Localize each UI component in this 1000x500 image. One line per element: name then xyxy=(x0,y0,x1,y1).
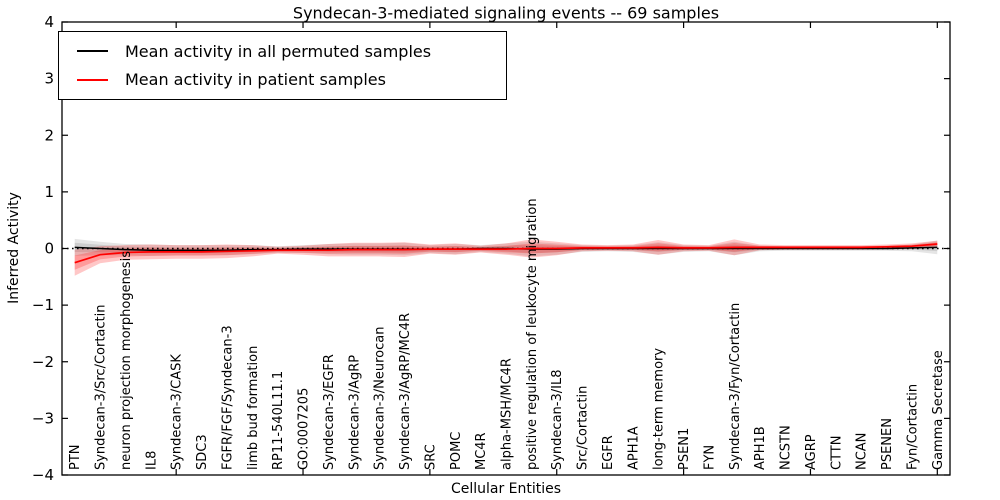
x-tick-label: IL8 xyxy=(144,451,159,470)
y-tick-label: −3 xyxy=(32,409,54,427)
x-tick-label: GO:0007205 xyxy=(297,388,312,470)
x-tick-label: Fyn/Cortactin xyxy=(905,384,920,470)
confidence-band-patient-outer xyxy=(74,239,938,276)
x-tick-label: Syndecan-3/EGFR xyxy=(322,354,337,470)
x-tick-label: Gamma Secretase xyxy=(931,350,946,470)
x-tick-label: PSENEN xyxy=(880,418,895,470)
y-tick-label: 4 xyxy=(44,13,54,31)
legend-item-permuted: Mean activity in all permuted samples xyxy=(59,37,506,65)
y-tick-label: 2 xyxy=(44,126,54,144)
x-tick-label: EGFR xyxy=(601,435,616,470)
legend-line-sample-patient xyxy=(77,78,108,81)
x-tick-label: APH1B xyxy=(753,426,768,470)
x-tick-label: long-term memory xyxy=(652,348,667,470)
x-tick-label: POMC xyxy=(449,432,464,470)
legend-line-sample-permuted xyxy=(77,50,108,53)
x-axis-label: Cellular Entities xyxy=(450,481,562,497)
x-tick-label: Syndecan-3/Src/Cortactin xyxy=(94,304,109,470)
x-tick-label: neuron projection morphogenesis xyxy=(119,251,134,470)
y-tick-label: 0 xyxy=(44,240,54,258)
series-line-patient xyxy=(74,243,938,264)
legend-item-patient: Mean activity in patient samples xyxy=(59,66,506,94)
x-tick-label: Syndecan-3/AgRP xyxy=(347,355,362,470)
x-tick-label: NCAN xyxy=(855,433,870,470)
x-tick-label: AGRP xyxy=(804,434,819,470)
x-tick-label: Syndecan-3/AgRP/MC4R xyxy=(398,313,413,470)
x-tick-label: FYN xyxy=(702,445,717,470)
y-tick-label: 1 xyxy=(44,183,54,201)
x-tick-label: FGFR/FGF/Syndecan-3 xyxy=(220,325,235,470)
y-axis-label: Inferred Activity xyxy=(6,192,22,304)
x-tick-label: RP11-540L11.1 xyxy=(271,371,286,470)
x-tick-label: NCSTN xyxy=(779,425,794,470)
x-tick-label: Syndecan-3/IL8 xyxy=(550,370,565,470)
legend-label-permuted: Mean activity in all permuted samples xyxy=(125,41,432,61)
x-tick-label: SDC3 xyxy=(195,434,210,470)
x-tick-label: Syndecan-3/CASK xyxy=(170,354,185,470)
x-tick-label: PTN xyxy=(68,444,83,470)
y-tick-label: −1 xyxy=(32,296,54,314)
x-tick-label: APH1A xyxy=(626,426,641,470)
chart-title: Syndecan-3-mediated signaling events -- … xyxy=(292,3,720,23)
legend-label-patient: Mean activity in patient samples xyxy=(125,70,386,90)
x-tick-label: alpha-MSH/MC4R xyxy=(500,358,515,470)
y-tick-label: −4 xyxy=(32,466,54,484)
y-tick-label: −2 xyxy=(32,353,54,371)
legend: Mean activity in all permuted samples Me… xyxy=(58,31,507,100)
x-tick-label: Src/Cortactin xyxy=(576,386,591,470)
x-tick-label: PSEN1 xyxy=(677,428,692,470)
x-tick-label: positive regulation of leukocyte migrati… xyxy=(525,198,540,470)
x-tick-label: CTTN xyxy=(829,436,844,470)
x-tick-label: Syndecan-3/Fyn/Cortactin xyxy=(728,303,743,470)
y-tick-label: 3 xyxy=(44,70,54,88)
confidence-band-permuted-outer xyxy=(74,238,938,257)
x-tick-label: limb bud formation xyxy=(246,346,261,470)
x-tick-label: Syndecan-3/Neurocan xyxy=(373,327,388,470)
x-tick-label: SRC xyxy=(423,444,438,470)
x-tick-label: MC4R xyxy=(474,432,489,470)
